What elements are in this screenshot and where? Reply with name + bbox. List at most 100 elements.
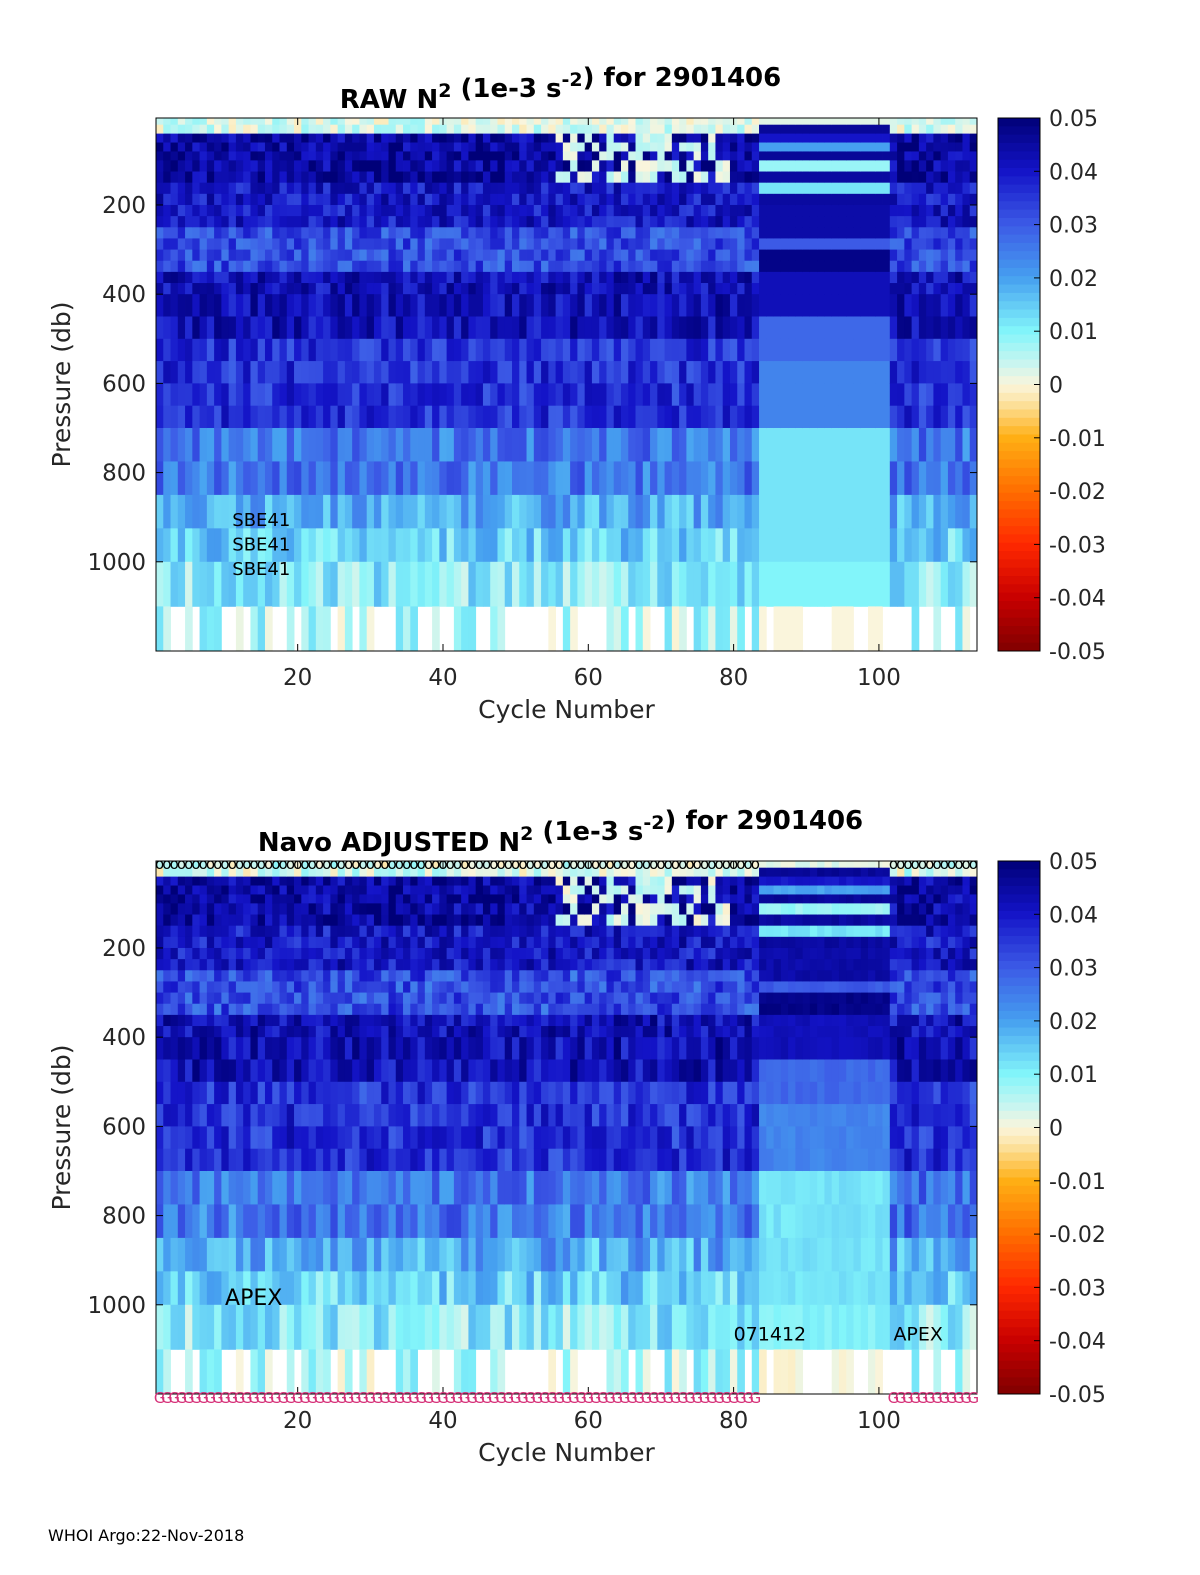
heatmap-cell [831,606,840,652]
heatmap-cell [482,1003,491,1016]
heatmap-cell [490,981,498,993]
heatmap-cell [889,528,898,563]
heatmap-cell [868,227,876,239]
heatmap-cell [504,405,513,429]
heatmap-cell [918,383,927,407]
heatmap-cell [591,193,600,206]
heatmap-cell [439,338,448,362]
heatmap-cell [933,494,942,529]
heatmap-cell [228,249,237,262]
heatmap-cell [228,1059,237,1083]
heatmap-cell [235,1081,244,1105]
heatmap-cell [395,216,404,228]
heatmap-cell [388,227,397,239]
heatmap-cell [257,894,266,904]
heatmap-cell [381,1003,389,1016]
heatmap-cell [163,992,171,1005]
heatmap-cell [403,1126,411,1150]
heatmap-cell [228,1271,237,1306]
heatmap-cell [831,528,840,563]
heatmap-cell [286,561,295,607]
heatmap-cell [352,992,360,1005]
heatmap-cell [352,283,360,295]
heatmap-cell [315,142,324,152]
heatmap-cell [519,1237,527,1272]
heatmap-cell [403,885,411,895]
heatmap-cell [163,160,171,172]
heatmap-cell [679,383,687,407]
heatmap-cell [243,171,251,184]
heatmap-cell [199,151,208,161]
heatmap-cell [519,925,527,938]
colorbar-tick-label: -0.02 [1049,480,1106,505]
heatmap-cell [373,338,382,362]
heatmap-cell [904,461,913,496]
heatmap-cell [250,925,259,938]
heatmap-cell [570,914,578,927]
heatmap-cell [315,133,324,143]
heatmap-cell [381,1148,389,1172]
heatmap-cell [512,1204,520,1239]
heatmap-cell [650,171,658,184]
heatmap-cell [904,561,913,607]
colorbar-swatch [998,609,1040,619]
colorbar-swatch [998,242,1040,252]
heatmap-cell [381,361,389,384]
heatmap-cell [533,925,542,938]
heatmap-cell [417,249,426,262]
heatmap-cell [301,947,309,960]
heatmap-cell [453,1349,462,1395]
heatmap-cell [824,182,833,195]
heatmap-cell [715,151,724,161]
heatmap-cell [541,151,549,161]
heatmap-cell [519,1104,527,1127]
heatmap-cell [170,151,179,161]
heatmap-cell [388,1170,397,1205]
heatmap-cell [432,1271,440,1306]
heatmap-cell [533,361,542,384]
heatmap-cell [323,142,331,152]
heatmap-cell [512,936,520,949]
heatmap-cell [250,171,259,184]
heatmap-cell [497,925,506,938]
heatmap-cell [875,216,883,228]
heatmap-cell [214,528,222,563]
heatmap-cell [373,160,382,172]
heatmap-cell [163,271,171,284]
heatmap-cell [918,528,927,563]
heatmap-cell [453,494,462,529]
heatmap-cell [526,1271,535,1306]
heatmap-cell [366,1349,375,1395]
heatmap-cell [606,118,615,126]
heatmap-cell [308,1204,317,1239]
heatmap-cell [490,1349,498,1395]
heatmap-cell [482,405,491,429]
heatmap-cell [947,405,956,429]
heatmap-cell [766,427,774,462]
heatmap-cell [403,118,411,126]
colorbar-swatch [998,126,1040,136]
heatmap-cell [555,1204,564,1239]
heatmap-cell [432,216,440,228]
heatmap-cell [257,914,266,927]
heatmap-cell [541,959,549,971]
heatmap-cell [424,294,433,317]
heatmap-cell [301,876,309,886]
heatmap-cell [577,260,586,273]
heatmap-cell [243,118,251,126]
heatmap-cell [606,561,615,607]
heatmap-cell [250,1026,259,1038]
heatmap-cell [533,1126,542,1150]
heatmap-cell [824,133,833,143]
heatmap-cell [846,193,854,206]
heatmap-cell [257,861,266,869]
colorbar-swatch [998,259,1040,269]
colorbar-swatch [998,276,1040,286]
colorbar-swatch [998,492,1040,502]
heatmap-cell [337,903,346,915]
heatmap-cell [490,361,498,384]
heatmap-cell [163,903,171,915]
heatmap-cell [163,1014,171,1027]
heatmap-cell [504,1148,513,1172]
heatmap-cell [330,959,339,971]
